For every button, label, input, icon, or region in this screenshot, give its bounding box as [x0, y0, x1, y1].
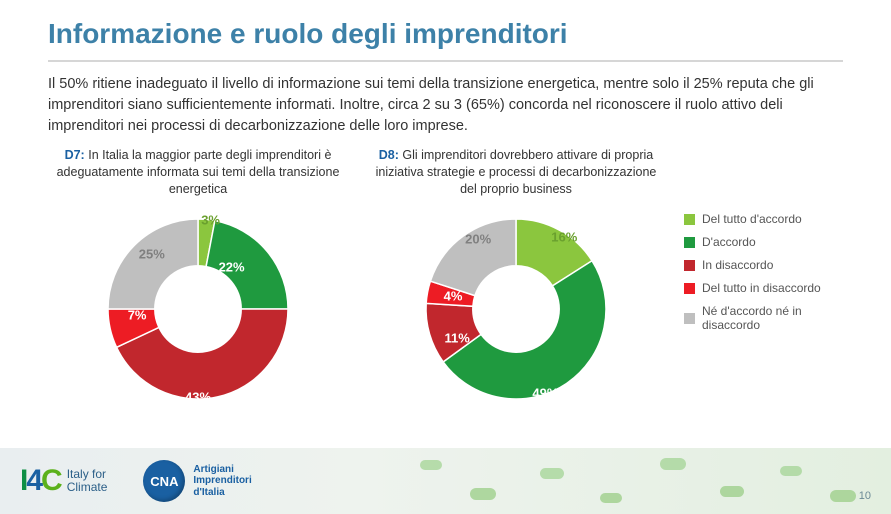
- chart-d7-heading-text: In Italia la maggior parte degli imprend…: [57, 148, 340, 196]
- title-rule: [48, 60, 843, 62]
- logo-cna-line3: d'Italia: [193, 487, 224, 498]
- chart-d7-heading: D7: In Italia la maggior parte degli imp…: [48, 147, 348, 198]
- cna-badge-icon: CNA: [143, 460, 185, 502]
- logo-cna-line2: Imprenditori: [193, 475, 251, 486]
- logo-i4c-text: Italy for Climate: [67, 468, 108, 493]
- chart-d7-column: D7: In Italia la maggior parte degli imp…: [48, 147, 348, 414]
- donut-label-neutrale: 25%: [139, 247, 165, 262]
- donut-label-daccordo: 22%: [219, 259, 245, 274]
- decorative-pill: [660, 458, 686, 470]
- donut-label-neutrale: 20%: [465, 232, 491, 247]
- legend-label: Del tutto d'accordo: [702, 212, 802, 226]
- chart-d8-heading: D8: Gli imprenditori dovrebbero attivare…: [366, 147, 666, 198]
- legend-swatch: [684, 214, 695, 225]
- donut-slice-neutrale: [430, 219, 516, 296]
- legend-label: D'accordo: [702, 235, 756, 249]
- logo-cna-text: Artigiani Imprenditori d'Italia: [193, 464, 251, 499]
- legend-item: Del tutto in disaccordo: [684, 281, 843, 295]
- chart-d8-column: D8: Gli imprenditori dovrebbero attivare…: [366, 147, 666, 414]
- decorative-pill: [470, 488, 496, 500]
- chart-d7-donut: 3% 22% 43% 7% 25%: [93, 204, 303, 414]
- decorative-pill: [600, 493, 622, 503]
- chart-d8-donut: 16% 49% 11% 4% 20%: [411, 204, 621, 414]
- donut-label-in_disaccordo: 11%: [445, 331, 470, 346]
- logo-cna-line1: Artigiani: [193, 464, 234, 475]
- donut-slice-neutrale: [108, 219, 198, 309]
- donut-label-del_tutto_accordo: 3%: [201, 213, 220, 228]
- legend-swatch: [684, 283, 695, 294]
- legend-label: Né d'accordo né in disaccordo: [702, 304, 843, 332]
- legend-item: Né d'accordo né in disaccordo: [684, 304, 843, 332]
- intro-paragraph: Il 50% ritiene inadeguato il livello di …: [0, 74, 891, 147]
- decorative-pill: [540, 468, 564, 479]
- decorative-pill: [720, 486, 744, 497]
- legend-label: Del tutto in disaccordo: [702, 281, 821, 295]
- logo-i4c-line2: Climate: [67, 480, 108, 494]
- charts-row: D7: In Italia la maggior parte degli imp…: [0, 147, 891, 414]
- legend: Del tutto d'accordo D'accordo In disaccord…: [684, 147, 843, 414]
- logo-cna: CNA Artigiani Imprenditori d'Italia: [143, 460, 251, 502]
- legend-swatch: [684, 260, 695, 271]
- decorative-pill: [830, 490, 856, 502]
- logo-italy-for-climate: I4C Italy for Climate: [20, 464, 107, 498]
- chart-d8-heading-text: Gli imprenditori dovrebbero attivare di …: [376, 148, 657, 196]
- page-title: Informazione e ruolo degli imprenditori: [0, 0, 891, 60]
- decorative-pill: [420, 460, 442, 470]
- legend-swatch: [684, 237, 695, 248]
- donut-label-in_disaccordo: 43%: [185, 389, 211, 404]
- legend-item: Del tutto d'accordo: [684, 212, 843, 226]
- legend-item: In disaccordo: [684, 258, 843, 272]
- decorative-pill: [780, 466, 802, 476]
- legend-label: In disaccordo: [702, 258, 773, 272]
- donut-label-del_tutto_disaccordo: 7%: [128, 307, 147, 322]
- legend-swatch: [684, 313, 695, 324]
- chart-d8-qid: D8:: [379, 148, 399, 162]
- chart-d7-qid: D7:: [65, 148, 85, 162]
- donut-label-daccordo: 49%: [532, 385, 558, 400]
- footer: I4C Italy for Climate CNA Artigiani Impr…: [0, 448, 891, 514]
- donut-label-del_tutto_disaccordo: 4%: [444, 289, 463, 304]
- donut-label-del_tutto_accordo: 16%: [551, 230, 577, 245]
- logo-i4c-mark: I4C: [20, 464, 61, 498]
- legend-item: D'accordo: [684, 235, 843, 249]
- page-number: 10: [859, 490, 871, 502]
